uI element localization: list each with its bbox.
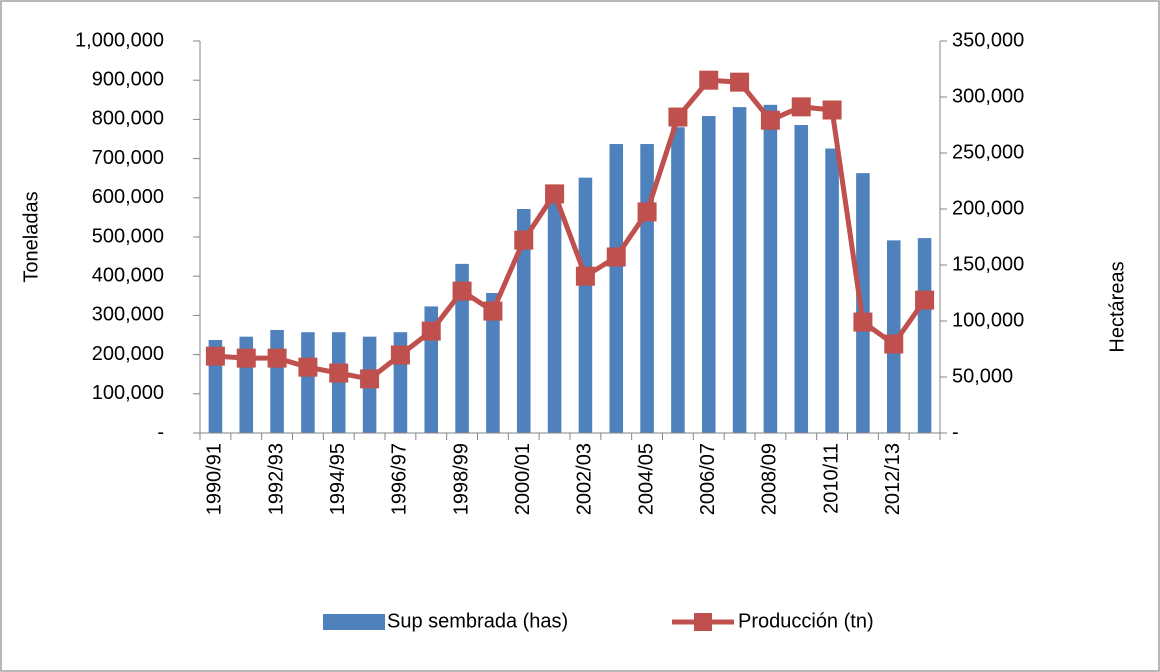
marker — [421, 321, 441, 341]
marker — [329, 363, 349, 383]
bar — [917, 238, 932, 433]
x-tick-label: 2006/07 — [697, 443, 719, 515]
marker — [483, 301, 503, 321]
y-tick-label: 600,000 — [92, 186, 164, 208]
y-tick-label: 900,000 — [92, 68, 164, 90]
y-tick-label: 300,000 — [92, 304, 164, 326]
marker — [205, 346, 225, 366]
x-tick-label: 2008/09 — [759, 443, 781, 515]
marker — [637, 202, 657, 222]
y2-axis-title: Hectáreas — [1106, 261, 1128, 352]
legend-swatch — [323, 614, 385, 630]
bar — [701, 116, 716, 433]
bar — [856, 173, 870, 433]
x-tick-label: 1994/95 — [327, 443, 349, 515]
x-tick-label: 1990/91 — [204, 443, 226, 515]
marker — [884, 334, 904, 354]
x-tick-label: 1998/99 — [450, 443, 472, 515]
marker — [236, 348, 256, 368]
y2-tick-label: 350,000 — [952, 29, 1024, 51]
x-tick-label: 1996/97 — [389, 443, 411, 515]
y2-tick-label: 200,000 — [952, 197, 1024, 219]
legend-marker — [694, 613, 712, 631]
y2-tick-label: 150,000 — [952, 253, 1024, 275]
marker — [514, 230, 534, 250]
marker — [760, 110, 780, 130]
marker — [390, 345, 410, 365]
bar — [578, 177, 593, 433]
legend-label: Sup sembrada (has) — [387, 610, 568, 632]
y-tick-label: 400,000 — [92, 264, 164, 286]
bar — [547, 201, 562, 433]
bar — [732, 107, 747, 433]
marker — [853, 312, 873, 332]
y-tick-label: 700,000 — [92, 147, 164, 169]
bar — [301, 332, 315, 433]
marker — [575, 266, 595, 286]
marker — [267, 348, 287, 368]
marker — [298, 357, 318, 377]
x-tick-label: 2000/01 — [512, 443, 534, 515]
x-tick-label: 2004/05 — [635, 443, 657, 515]
marker — [360, 369, 380, 389]
marker — [606, 247, 626, 267]
marker — [730, 72, 750, 92]
y-tick-label: - — [157, 421, 164, 443]
legend-label: Producción (tn) — [738, 610, 874, 632]
x-tick-label: 2002/03 — [574, 443, 596, 515]
x-tick-label: 1992/93 — [265, 443, 287, 515]
y-tick-label: 500,000 — [92, 225, 164, 247]
bar — [331, 332, 346, 433]
bar — [516, 209, 531, 433]
bar — [455, 263, 469, 433]
bar — [640, 144, 654, 434]
y-tick-label: 100,000 — [92, 382, 164, 404]
bar — [609, 144, 624, 434]
y-tick-label: 800,000 — [92, 108, 164, 130]
y-tick-label: 1,000,000 — [75, 29, 164, 51]
y2-tick-label: 300,000 — [952, 85, 1024, 107]
bar — [825, 148, 839, 433]
y2-tick-label: 100,000 — [952, 309, 1024, 331]
marker — [699, 70, 719, 90]
y-tick-label: 200,000 — [92, 343, 164, 365]
bar — [270, 329, 284, 433]
marker — [915, 290, 935, 310]
bar — [486, 293, 500, 433]
y-axis-title: Toneladas — [20, 191, 42, 282]
marker — [452, 281, 472, 301]
y2-tick-label: 50,000 — [952, 365, 1013, 387]
x-tick-label: 2010/11 — [820, 443, 842, 514]
marker — [668, 107, 688, 127]
marker — [545, 184, 565, 204]
bar — [671, 127, 685, 434]
bar — [794, 125, 809, 433]
bar — [763, 104, 778, 433]
y2-tick-label: - — [952, 421, 959, 443]
marker — [791, 97, 811, 117]
marker — [822, 100, 842, 120]
x-tick-label: 2012/13 — [882, 443, 904, 515]
y2-tick-label: 250,000 — [952, 141, 1024, 163]
